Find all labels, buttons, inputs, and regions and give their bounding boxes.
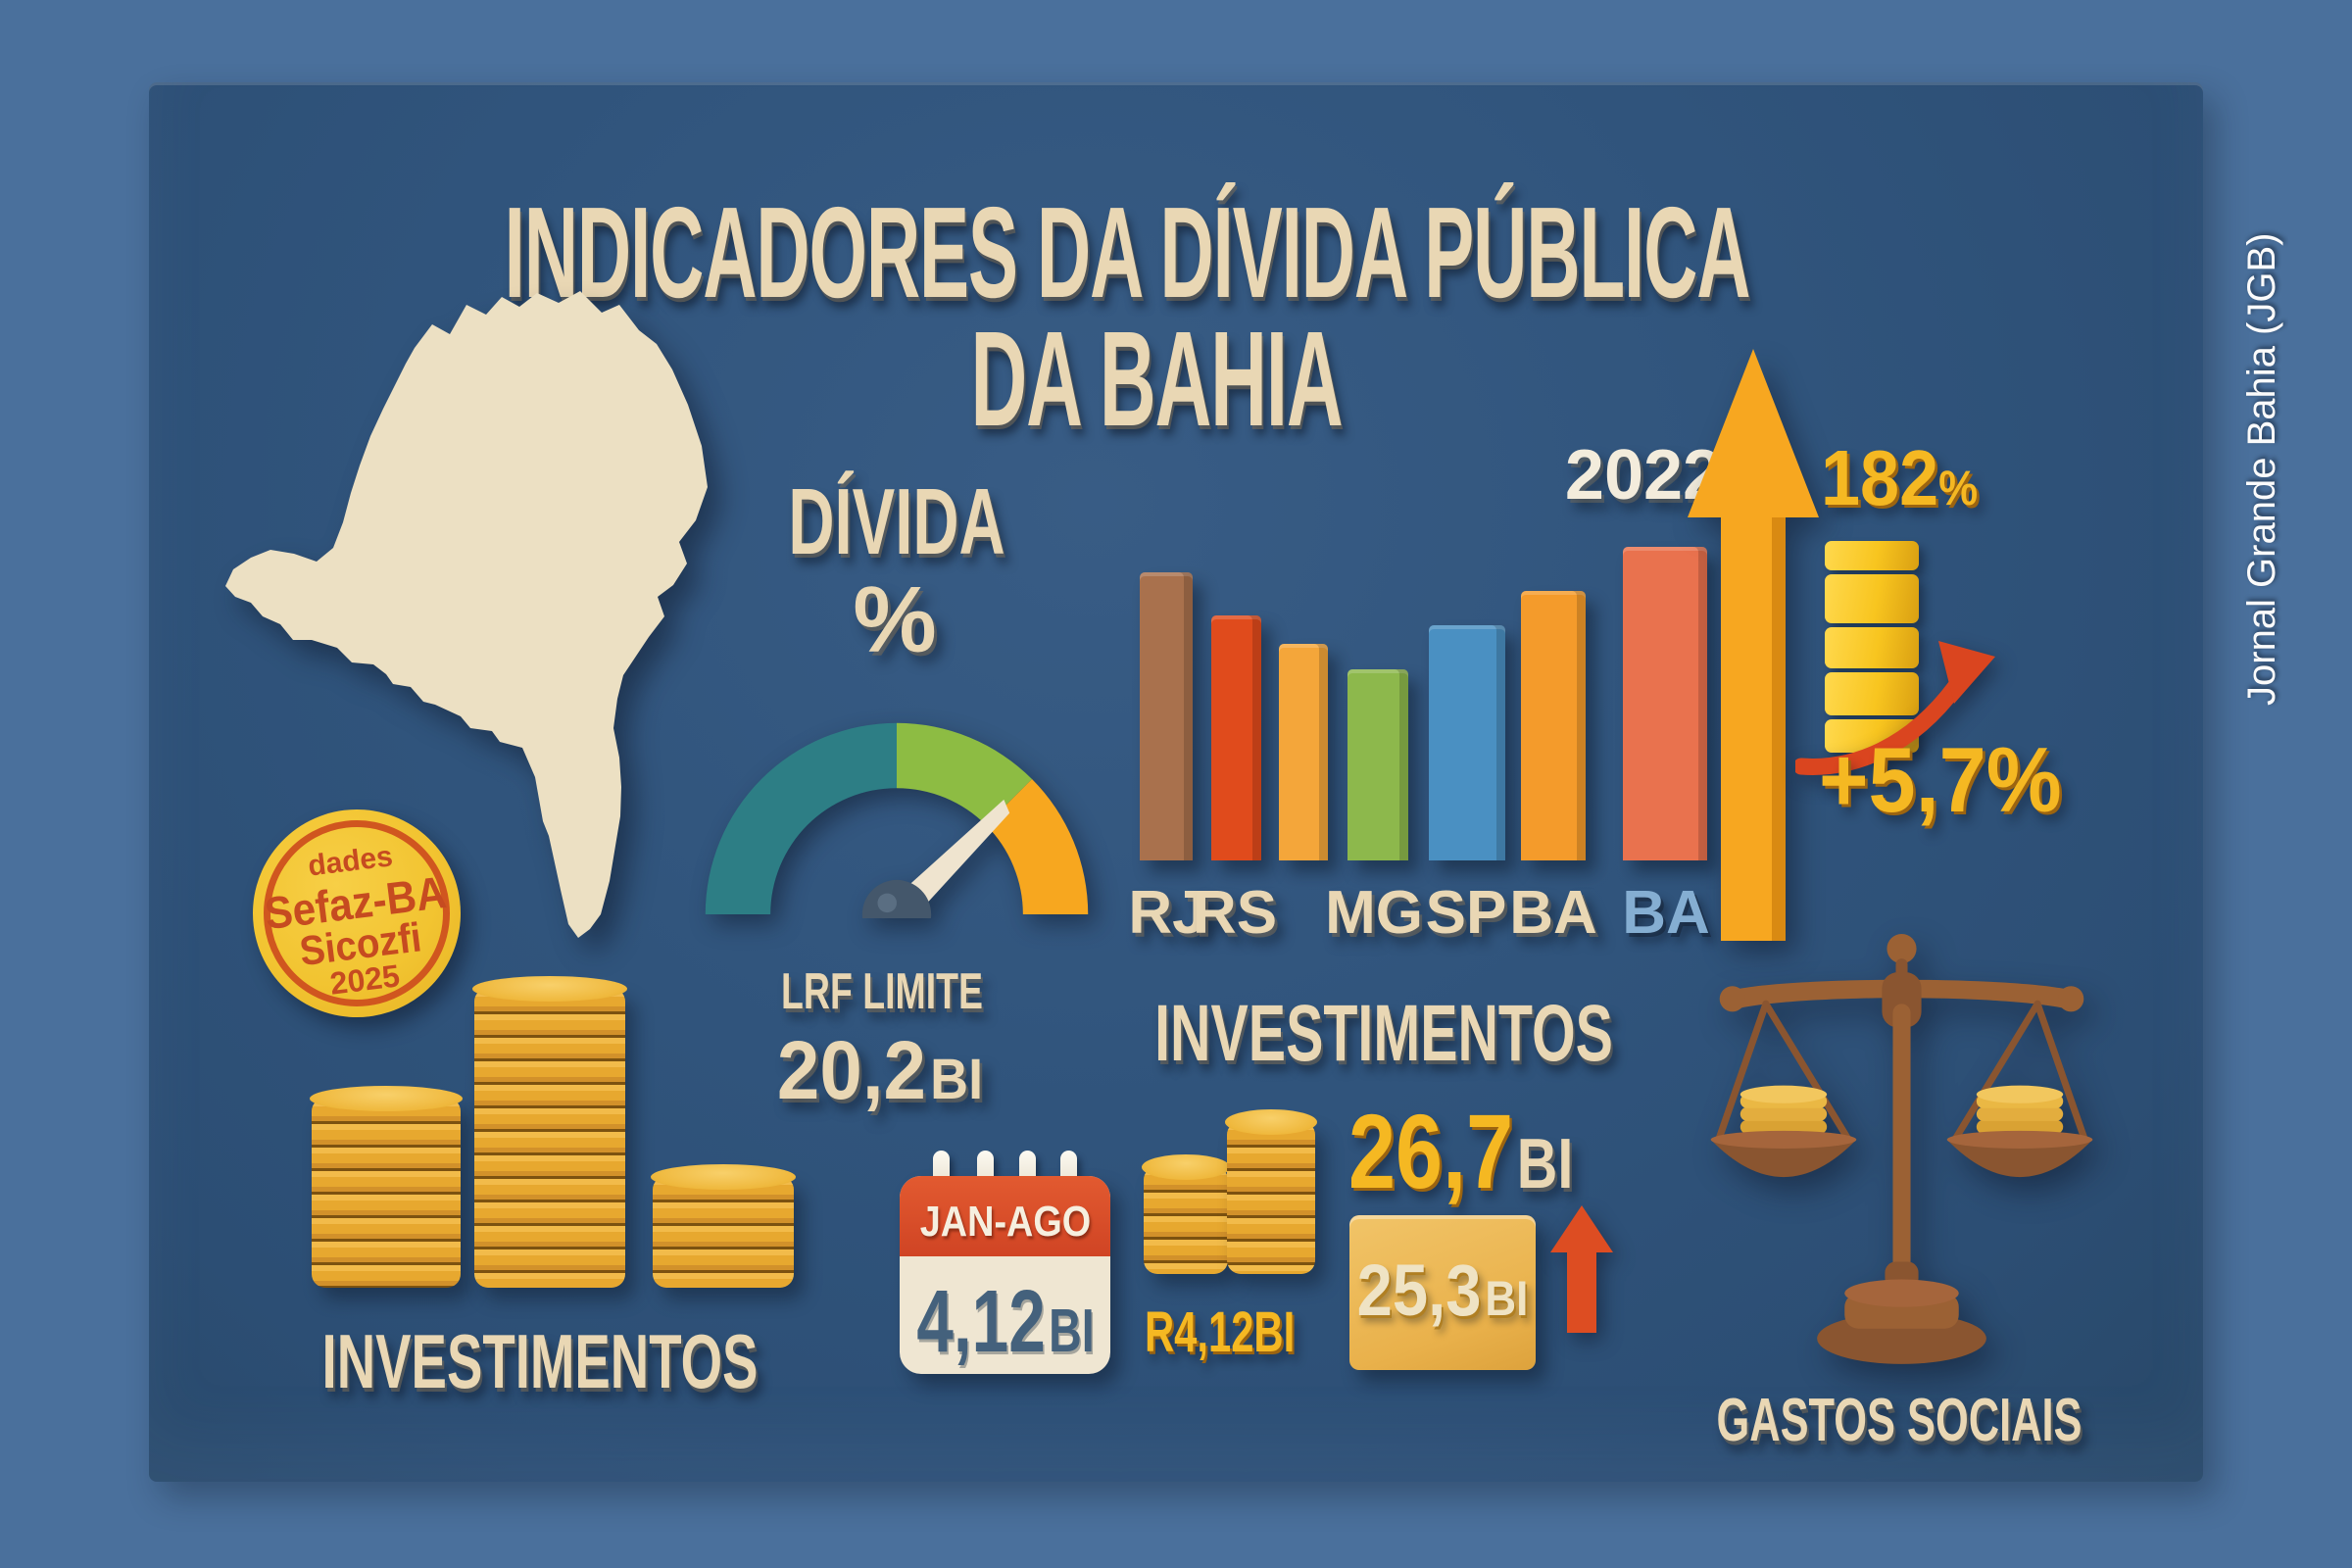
investimentos-mid-heading: INVESTIMENTOS bbox=[1154, 989, 1613, 1078]
bar-label-ba: BA bbox=[1509, 879, 1597, 947]
stacked-segment-2 bbox=[1825, 574, 1919, 623]
bahia-map bbox=[225, 291, 708, 938]
bar-rj bbox=[1140, 572, 1193, 860]
bar-ba-2022 bbox=[1623, 547, 1707, 860]
gastos-sociais-label: GASTOS SOCIAIS bbox=[1716, 1387, 2082, 1454]
value-box-text: 25,3 BI bbox=[1357, 1249, 1529, 1332]
left-pan-coins bbox=[1740, 1085, 1828, 1134]
stacked-segment-4 bbox=[1825, 672, 1919, 715]
calendar-value: 4,12 BI bbox=[916, 1272, 1094, 1373]
bar-unlabeled bbox=[1279, 644, 1328, 860]
investimentos-mid-unit: BI bbox=[1516, 1125, 1574, 1203]
investimentos-mid-value: 26,7 BI bbox=[1348, 1090, 1573, 1212]
coins-value-label: R4,12BI bbox=[1145, 1300, 1296, 1364]
page-title-line1: INDICADORES DA DÍVIDA PÚBLICA bbox=[504, 180, 1751, 324]
investimentos-mid-number: 26,7 bbox=[1348, 1092, 1514, 1210]
stacked-segment-3 bbox=[1825, 627, 1919, 668]
credit-vertical-text: Jornal Grande Bahia (JGB) bbox=[2240, 232, 2283, 706]
coin-stack-mid-short bbox=[1142, 1154, 1230, 1274]
bar-label-rj: RJ bbox=[1128, 879, 1206, 947]
lrf-label: LRF LIMITE bbox=[781, 963, 983, 1020]
gauge-segment-green bbox=[897, 722, 1033, 825]
bar-ba bbox=[1521, 591, 1586, 860]
calendar-value-number: 4,12 bbox=[915, 1273, 1046, 1371]
growth-curve-arrow bbox=[1795, 641, 1995, 775]
page-title-line2: DA BAHIA bbox=[970, 304, 1343, 455]
peak-percent: 182% bbox=[1821, 433, 1978, 523]
gauge-segment-teal bbox=[705, 722, 897, 915]
growth-value: +5,7% bbox=[1819, 728, 2062, 831]
calendar-value-unit: BI bbox=[1048, 1298, 1095, 1365]
bar-sp bbox=[1429, 625, 1505, 860]
debt-gauge bbox=[705, 722, 1089, 918]
bar-label-sp: SP bbox=[1425, 879, 1507, 947]
right-pan-coins bbox=[1976, 1085, 2064, 1134]
stacked-segment-1 bbox=[1825, 541, 1919, 570]
small-up-arrow bbox=[1550, 1205, 1613, 1333]
coin-stack-short bbox=[651, 1164, 796, 1288]
value-box-unit: BI bbox=[1485, 1271, 1529, 1326]
bar-rs bbox=[1211, 615, 1261, 860]
bar-mg bbox=[1348, 669, 1408, 860]
calendar: JAN-AGO 4,12 BI bbox=[900, 1151, 1110, 1374]
big-up-arrow bbox=[1688, 349, 1819, 941]
gauge-heading: DÍVIDA bbox=[788, 469, 1005, 574]
value-box: 25,3 BI bbox=[1349, 1215, 1536, 1370]
bar-label-mg: MG bbox=[1325, 879, 1423, 947]
justice-scales bbox=[1710, 934, 2093, 1364]
coin-stack-medium bbox=[310, 1086, 463, 1288]
bar-label-rs: RS bbox=[1192, 879, 1278, 947]
lrf-value: 20,2 BI bbox=[777, 1023, 983, 1118]
value-box-number: 25,3 bbox=[1356, 1250, 1482, 1331]
investimentos-left-label: INVESTIMENTOS bbox=[321, 1318, 759, 1404]
gauge-hub bbox=[861, 879, 932, 918]
coin-stack-mid-tall bbox=[1225, 1109, 1317, 1274]
peak-percent-sign: % bbox=[1938, 461, 1979, 515]
calendar-period: JAN-AGO bbox=[919, 1198, 1091, 1246]
bar-label-ba-highlight: BA bbox=[1622, 879, 1710, 947]
calendar-header bbox=[900, 1176, 1110, 1256]
lrf-value-number: 20,2 bbox=[776, 1024, 926, 1116]
gauge-segment-orange bbox=[986, 778, 1089, 915]
peak-percent-number: 182 bbox=[1821, 434, 1939, 521]
gauge-heading-percent: % bbox=[853, 567, 937, 672]
lrf-value-unit: BI bbox=[930, 1048, 984, 1111]
coin-stack-tall bbox=[472, 976, 627, 1288]
